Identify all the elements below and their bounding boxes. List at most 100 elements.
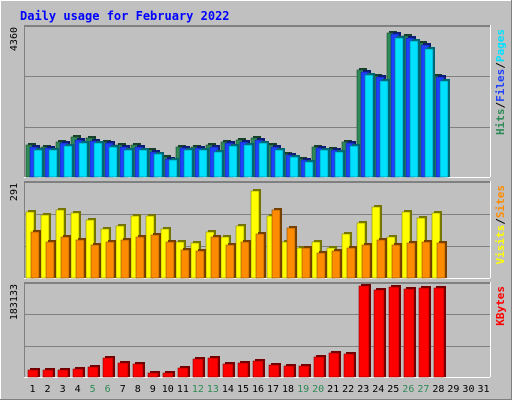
bar-hits-pages-day-1 <box>33 148 44 178</box>
bar-visits-sites-day-14 <box>225 243 236 279</box>
bar-visits-sites-day-26 <box>406 241 417 279</box>
day-label-20: 20 <box>312 384 324 395</box>
day-label-26: 26 <box>402 384 414 395</box>
bar-visits-sites-day-10 <box>165 240 176 279</box>
day-label-30: 30 <box>462 384 474 395</box>
bar-kbytes-kbytes-day-6 <box>102 356 115 378</box>
bar-visits-sites-day-7 <box>120 238 131 279</box>
bar-hits-pages-day-23 <box>364 73 375 178</box>
bar-kbytes-kbytes-day-19 <box>298 364 311 378</box>
day-label-22: 22 <box>342 384 354 395</box>
bar-hits-pages-day-15 <box>243 143 254 178</box>
bar-visits-sites-day-1 <box>30 230 41 279</box>
bar-hits-pages-day-16 <box>258 141 269 178</box>
chart-title: Daily usage for February 2022 <box>20 9 230 23</box>
day-label-9: 9 <box>150 384 156 395</box>
bar-visits-sites-day-4 <box>75 238 86 279</box>
bar-visits-sites-day-20 <box>316 251 327 279</box>
bar-hits-pages-day-8 <box>138 148 149 178</box>
day-label-7: 7 <box>120 384 126 395</box>
bar-visits-sites-day-16 <box>255 232 266 279</box>
bar-kbytes-kbytes-day-18 <box>283 364 296 378</box>
bar-kbytes-kbytes-day-5 <box>87 365 100 378</box>
bar-hits-pages-day-5 <box>93 141 104 178</box>
bar-kbytes-kbytes-day-16 <box>252 359 265 378</box>
bar-hits-pages-day-10 <box>168 158 179 178</box>
day-label-8: 8 <box>135 384 141 395</box>
legend-hits: Hits <box>494 109 507 136</box>
bar-visits-sites-day-8 <box>135 235 146 279</box>
panel-kbytes-ymax-label: 183133 <box>9 284 20 320</box>
day-label-27: 27 <box>417 384 429 395</box>
bar-visits-sites-day-23 <box>361 243 372 279</box>
bar-kbytes-kbytes-day-26 <box>403 287 416 378</box>
bar-kbytes-kbytes-day-12 <box>192 357 205 378</box>
bar-hits-pages-day-21 <box>334 150 345 178</box>
bar-kbytes-kbytes-day-3 <box>57 368 70 378</box>
bar-hits-pages-day-4 <box>78 141 89 178</box>
bar-kbytes-kbytes-day-10 <box>162 371 175 378</box>
day-label-25: 25 <box>387 384 399 395</box>
bar-hits-pages-day-25 <box>394 36 405 178</box>
bar-visits-sites-day-15 <box>240 240 251 279</box>
legend-sites: Sites <box>494 185 507 218</box>
day-label-13: 13 <box>207 384 219 395</box>
day-label-3: 3 <box>60 384 66 395</box>
bar-visits-sites-day-19 <box>301 246 312 279</box>
y-max-labels: 4360 291 183133 <box>9 27 20 320</box>
bar-hits-pages-day-3 <box>63 144 74 178</box>
bar-hits-pages-day-19 <box>304 160 315 178</box>
day-label-18: 18 <box>282 384 294 395</box>
chart-bars <box>25 31 450 378</box>
bar-hits-pages-day-2 <box>48 148 59 178</box>
bar-kbytes-kbytes-day-1 <box>27 368 40 378</box>
bar-visits-sites-day-25 <box>391 243 402 279</box>
bar-kbytes-kbytes-day-28 <box>433 286 446 378</box>
panel-hits-legend: Hits/Files/Pages <box>494 29 507 135</box>
bar-kbytes-kbytes-day-24 <box>373 288 386 378</box>
bar-kbytes-kbytes-day-22 <box>343 352 356 378</box>
bar-hits-pages-day-9 <box>153 152 164 178</box>
day-label-11: 11 <box>177 384 189 395</box>
bar-visits-sites-day-28 <box>436 241 447 279</box>
bar-visits-sites-day-2 <box>45 240 56 279</box>
day-label-2: 2 <box>45 384 51 395</box>
bar-kbytes-kbytes-day-4 <box>72 367 85 378</box>
bar-visits-sites-day-18 <box>286 226 297 279</box>
bar-hits-pages-day-22 <box>349 144 360 178</box>
bar-visits-sites-day-11 <box>180 248 191 279</box>
bar-hits-pages-day-12 <box>198 148 209 178</box>
bar-visits-sites-day-22 <box>346 246 357 279</box>
day-label-23: 23 <box>357 384 369 395</box>
day-label-5: 5 <box>90 384 96 395</box>
bar-hits-pages-day-17 <box>274 148 285 178</box>
day-label-29: 29 <box>447 384 459 395</box>
bar-hits-pages-day-6 <box>108 145 119 178</box>
bar-kbytes-kbytes-day-21 <box>328 351 341 378</box>
bar-kbytes-kbytes-day-13 <box>207 356 220 378</box>
bar-visits-sites-day-17 <box>271 208 282 279</box>
bar-kbytes-kbytes-day-2 <box>42 368 55 378</box>
bar-hits-pages-day-28 <box>439 79 450 178</box>
bar-kbytes-kbytes-day-14 <box>222 362 235 378</box>
bar-kbytes-kbytes-day-17 <box>268 363 281 378</box>
bar-hits-pages-day-27 <box>424 47 435 178</box>
day-label-10: 10 <box>162 384 174 395</box>
bar-visits-sites-day-9 <box>150 233 161 279</box>
bar-kbytes-kbytes-day-9 <box>147 371 160 378</box>
day-label-21: 21 <box>327 384 339 395</box>
bar-hits-pages-day-7 <box>123 148 134 178</box>
bar-kbytes-kbytes-day-20 <box>313 355 326 378</box>
legend-separator: / <box>494 102 507 109</box>
panel-visits-ymax-label: 291 <box>9 183 20 201</box>
x-day-labels: 1 2 3 4 5 6 7 8 9 10 11 12 13 14 15 16 17 18 19 20 21 22 23 24 2… <box>30 384 490 395</box>
bar-kbytes-kbytes-day-11 <box>177 366 190 378</box>
bar-hits-pages-day-14 <box>228 144 239 178</box>
legend-separator: / <box>494 62 507 69</box>
bar-hits-pages-day-20 <box>319 148 330 178</box>
day-label-6: 6 <box>105 384 111 395</box>
legend-files: Files <box>494 69 507 102</box>
bar-visits-sites-day-6 <box>105 240 116 279</box>
